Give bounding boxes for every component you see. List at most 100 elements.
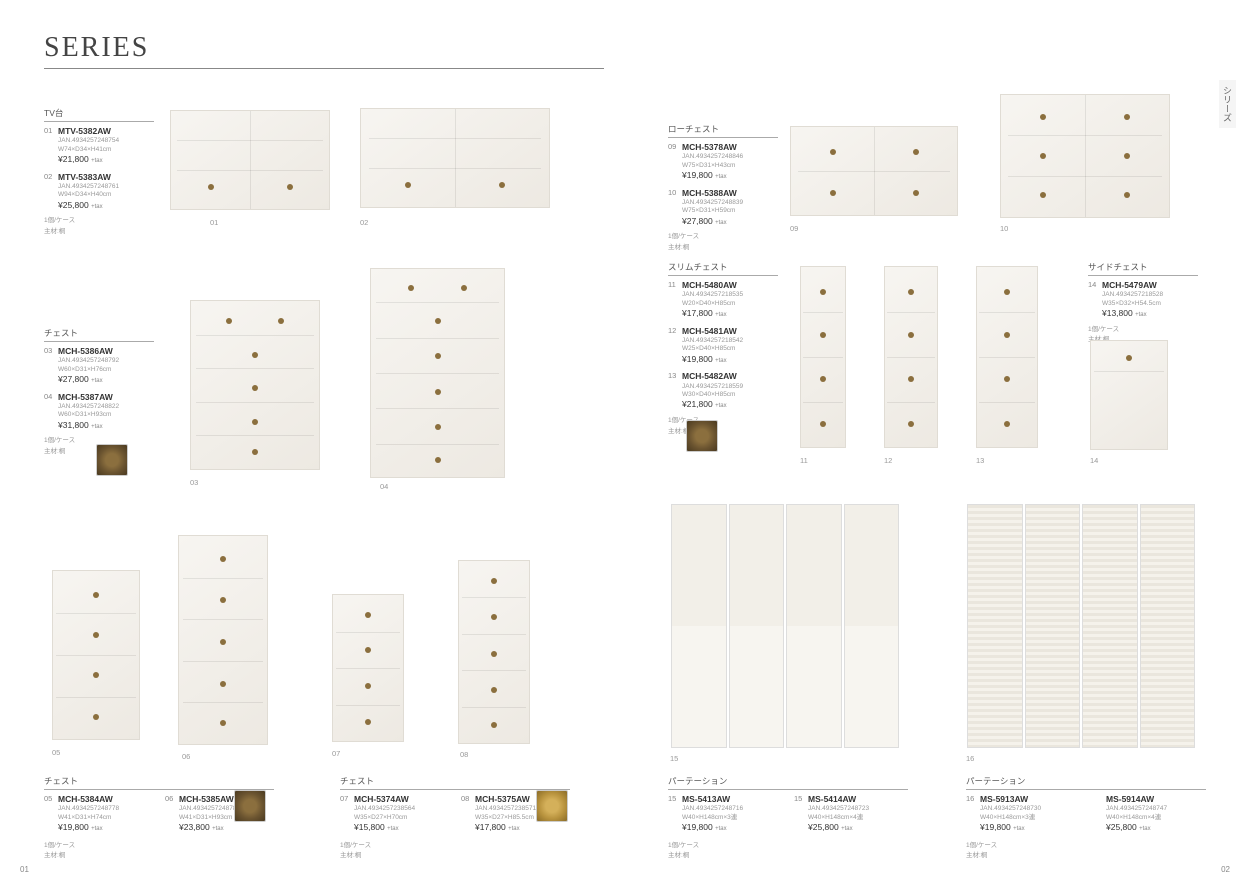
item-dim: W35×D32×H54.5cm — [1102, 300, 1198, 308]
furniture-05 — [52, 570, 140, 740]
item-jan: JAN.4934257218535 — [682, 291, 778, 299]
furniture-09 — [790, 126, 958, 216]
category-title: チェスト — [44, 776, 274, 790]
note: 1個/ケース — [1088, 326, 1198, 334]
product-item: 05 MCH-5384AW JAN.4934257248778 W41×D31×… — [44, 794, 153, 834]
item-dim: W60×D31×H76cm — [58, 366, 154, 374]
item-number: 11 — [668, 280, 682, 320]
item-jan: JAN.4934257248723 — [808, 805, 908, 813]
item-price: ¥25,800 +tax — [58, 200, 154, 212]
furniture-08 — [458, 560, 530, 744]
category-title: チェスト — [340, 776, 570, 790]
item-number: 02 — [44, 172, 58, 212]
item-price: ¥21,800 +tax — [682, 399, 778, 411]
item-sku: MCH-5481AW — [682, 326, 778, 337]
item-price: ¥19,800 +tax — [682, 170, 778, 182]
info-sidechest: サイドチェスト 14 MCH-5479AW JAN.4934257218528 … — [1088, 262, 1198, 345]
item-price: ¥27,800 +tax — [58, 374, 154, 386]
item-price: ¥19,800 +tax — [682, 354, 778, 366]
item-jan: JAN.4934257218559 — [682, 383, 778, 391]
item-jan: JAN.4934257248754 — [58, 137, 154, 145]
note: 主材:桐 — [668, 244, 778, 252]
furniture-01 — [170, 110, 330, 210]
item-dim: W30×D40×H85cm — [682, 391, 778, 399]
item-price: ¥19,800 +tax — [980, 822, 1080, 834]
furniture-label: 05 — [52, 748, 60, 757]
note: 1個/ケース — [966, 842, 1206, 850]
item-jan: JAN.4934257248822 — [58, 403, 154, 411]
item-price: ¥13,800 +tax — [1102, 308, 1198, 320]
product-item: 15 MS-5414AW JAN.4934257248723 W40×H148c… — [794, 794, 908, 834]
note: 主材:桐 — [44, 228, 154, 236]
furniture-02 — [360, 108, 550, 208]
furniture-label: 14 — [1090, 456, 1098, 465]
side-tab: シリーズ — [1219, 80, 1236, 128]
item-number: 14 — [1088, 280, 1102, 320]
item-dim: W25×D40×H85cm — [682, 345, 778, 353]
info-partition2: パーテーション 16 MS-5913AW JAN.4934257248730 W… — [966, 776, 1206, 861]
note: 1個/ケース — [44, 842, 274, 850]
item-dim: W41×D31×H74cm — [58, 814, 153, 822]
product-item: MS-5914AW JAN.4934257248747 W40×H148cm×4… — [1092, 794, 1206, 834]
category-title: パーテーション — [966, 776, 1206, 790]
product-item: 04 MCH-5387AW JAN.4934257248822 W60×D31×… — [44, 392, 154, 432]
furniture-label: 08 — [460, 750, 468, 759]
item-sku: MTV-5382AW — [58, 126, 154, 137]
info-chest1: チェスト 03 MCH-5386AW JAN.4934257248792 W60… — [44, 328, 154, 456]
knob-swatch — [96, 444, 128, 476]
furniture-15 — [670, 504, 900, 748]
furniture-14 — [1090, 340, 1168, 450]
item-jan: JAN.4934257248839 — [682, 199, 778, 207]
item-sku: MCH-5374AW — [354, 794, 449, 805]
product-item: 12 MCH-5481AW JAN.4934257218542 W25×D40×… — [668, 326, 778, 366]
category-title: チェスト — [44, 328, 154, 342]
furniture-label: 03 — [190, 478, 198, 487]
item-jan: JAN.4934257238564 — [354, 805, 449, 813]
item-sku: MCH-5482AW — [682, 371, 778, 382]
item-dim: W40×H148cm×4連 — [808, 814, 908, 822]
knob-swatch — [234, 790, 266, 822]
product-item: 07 MCH-5374AW JAN.4934257238564 W35×D27×… — [340, 794, 449, 834]
item-jan: JAN.4934257248778 — [58, 805, 153, 813]
category-title: サイドチェスト — [1088, 262, 1198, 276]
furniture-label: 10 — [1000, 224, 1008, 233]
furniture-label: 13 — [976, 456, 984, 465]
item-price: ¥25,800 +tax — [808, 822, 908, 834]
product-item: 03 MCH-5386AW JAN.4934257248792 W60×D31×… — [44, 346, 154, 386]
item-number: 12 — [668, 326, 682, 366]
furniture-label: 07 — [332, 749, 340, 758]
item-sku: MCH-5384AW — [58, 794, 153, 805]
item-number: 03 — [44, 346, 58, 386]
page-number-right: 02 — [1221, 865, 1230, 874]
item-number: 06 — [165, 794, 179, 834]
item-jan: JAN.4934257248846 — [682, 153, 778, 161]
item-price: ¥21,800 +tax — [58, 154, 154, 166]
item-dim: W94×D34×H40cm — [58, 191, 154, 199]
item-price: ¥17,800 +tax — [682, 308, 778, 320]
furniture-label: 06 — [182, 752, 190, 761]
item-jan: JAN.4934257218542 — [682, 337, 778, 345]
furniture-13 — [976, 266, 1038, 448]
item-number — [1092, 794, 1106, 834]
product-item: 16 MS-5913AW JAN.4934257248730 W40×H148c… — [966, 794, 1080, 834]
furniture-label: 02 — [360, 218, 368, 227]
furniture-07 — [332, 594, 404, 742]
info-slimchest: スリムチェスト 11 MCH-5480AW JAN.4934257218535 … — [668, 262, 778, 436]
furniture-label: 04 — [380, 482, 388, 491]
item-number: 07 — [340, 794, 354, 834]
furniture-03 — [190, 300, 320, 470]
furniture-11 — [800, 266, 846, 448]
product-item: 11 MCH-5480AW JAN.4934257218535 W20×D40×… — [668, 280, 778, 320]
product-item: 09 MCH-5378AW JAN.4934257248846 W75×D31×… — [668, 142, 778, 182]
note: 1個/ケース — [668, 417, 778, 425]
note: 主材:桐 — [44, 852, 274, 860]
item-sku: MS-5413AW — [682, 794, 782, 805]
product-item: 01 MTV-5382AW JAN.4934257248754 W74×D34×… — [44, 126, 154, 166]
category-title: スリムチェスト — [668, 262, 778, 276]
furniture-label: 12 — [884, 456, 892, 465]
furniture-label: 01 — [210, 218, 218, 227]
item-dim: W35×D27×H70cm — [354, 814, 449, 822]
note: 主材:桐 — [966, 852, 1206, 860]
furniture-04 — [370, 268, 505, 478]
item-price: ¥31,800 +tax — [58, 420, 154, 432]
